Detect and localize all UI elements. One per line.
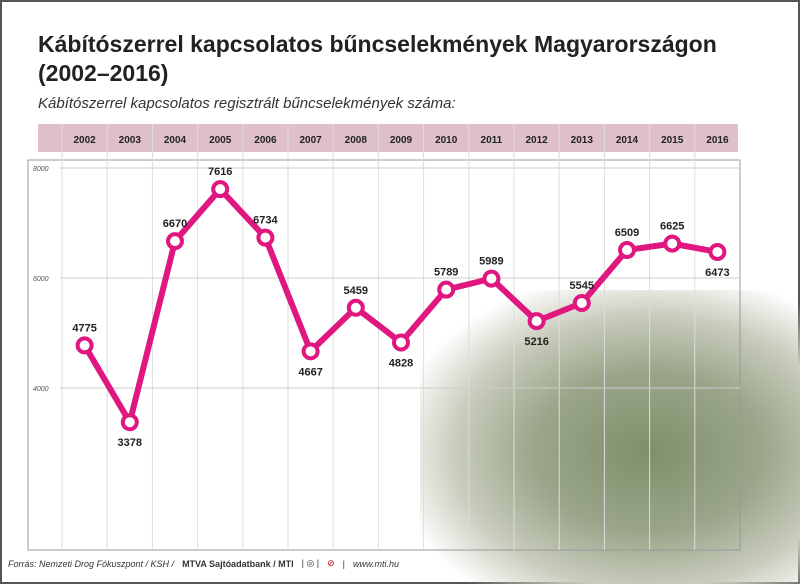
x-tick-label: 2005 xyxy=(209,135,232,146)
data-point xyxy=(166,232,184,251)
x-tick-label: 2016 xyxy=(706,135,729,146)
x-tick-label: 2006 xyxy=(254,135,277,146)
data-point xyxy=(618,241,636,260)
y-tick-label: 6000 xyxy=(33,276,49,283)
data-label: 6734 xyxy=(253,215,278,227)
x-tick-label: 2007 xyxy=(299,135,322,146)
data-point xyxy=(437,280,456,299)
plot-border xyxy=(27,159,741,551)
x-tick-label: 2011 xyxy=(481,135,503,146)
x-tick-label: 2015 xyxy=(661,135,684,146)
chart-subtitle: Kábítószerrel kapcsolatos regisztrált bű… xyxy=(38,95,456,112)
x-tick-label: 2010 xyxy=(435,135,458,146)
data-label: 6473 xyxy=(705,267,729,279)
page-title: Kábítószerrel kapcsolatos bűncselekménye… xyxy=(38,31,717,86)
data-label: 6509 xyxy=(615,227,639,239)
data-point xyxy=(211,180,230,199)
data-point xyxy=(392,333,410,352)
data-label: 5216 xyxy=(524,336,548,348)
x-tick-label: 2013 xyxy=(571,135,594,146)
data-label: 4775 xyxy=(72,322,96,334)
source-text: Forrás: Nemzeti Drog Fókuszpont / KSH / xyxy=(8,558,175,569)
footer: Forrás: Nemzeti Drog Fókuszpont / KSH / … xyxy=(8,558,400,569)
x-tick-label: 2003 xyxy=(119,135,142,146)
y-tick-label: 8000 xyxy=(33,166,49,173)
data-label: 5459 xyxy=(344,285,368,297)
x-tick-label: 2002 xyxy=(73,135,96,146)
credit-text: MTVA Sajtóadatbank / MTI xyxy=(182,558,294,569)
y-tick-label: 4000 xyxy=(33,386,49,393)
x-tick-label: 2012 xyxy=(525,135,548,146)
data-label: 6670 xyxy=(163,218,187,230)
data-label: 7616 xyxy=(208,166,232,178)
mti-logo-icon: ⊘ xyxy=(327,558,335,568)
data-label: 4667 xyxy=(298,366,322,378)
data-label: 5789 xyxy=(434,267,458,279)
data-label: 3378 xyxy=(118,437,142,449)
data-point xyxy=(708,242,727,261)
x-tick-label: 2009 xyxy=(390,135,413,146)
data-point xyxy=(663,234,682,253)
url-text: www.mti.hu xyxy=(353,558,400,569)
data-label: 5989 xyxy=(479,256,503,268)
x-tick-label: 2004 xyxy=(164,135,187,146)
data-point xyxy=(75,336,94,355)
data-point xyxy=(256,228,275,247)
data-point xyxy=(301,342,320,361)
year-header-band xyxy=(38,124,738,152)
data-point xyxy=(346,298,365,317)
photo-hands-joint xyxy=(420,290,800,584)
data-point xyxy=(527,312,546,331)
x-tick-label: 2014 xyxy=(616,135,639,146)
data-point xyxy=(482,269,501,288)
data-label: 5545 xyxy=(570,280,594,292)
data-point xyxy=(120,413,139,432)
x-tick-label: 2008 xyxy=(345,135,368,146)
mtva-logo-icon: | ◎ | xyxy=(301,558,320,568)
data-point xyxy=(572,294,591,313)
data-label: 4828 xyxy=(389,357,413,369)
data-label: 6625 xyxy=(660,221,684,233)
